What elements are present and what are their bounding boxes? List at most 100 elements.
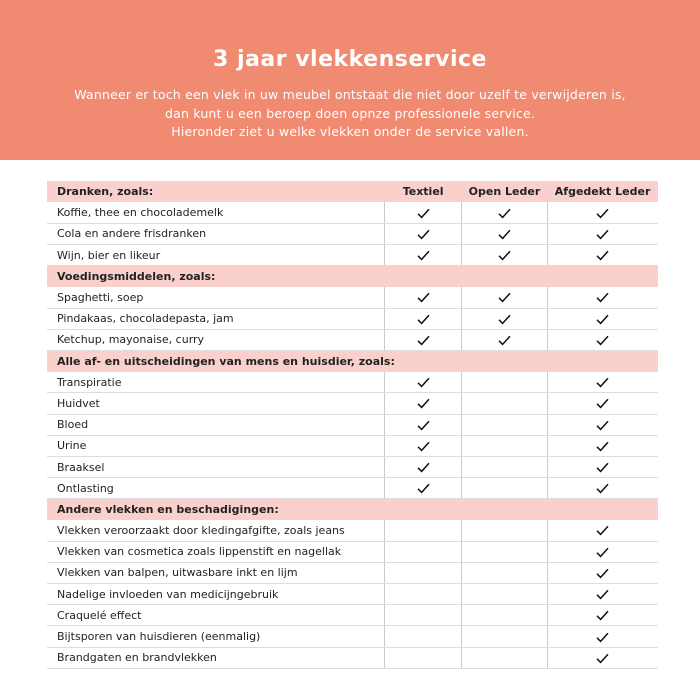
check-cell	[384, 562, 462, 585]
check-cell	[384, 604, 462, 627]
table-row: Bijtsporen van huisdieren (eenmalig)	[47, 625, 658, 648]
checkmark-icon	[596, 292, 609, 303]
row-label: Cola en andere frisdranken	[47, 223, 385, 246]
check-cell	[461, 286, 548, 309]
checkmark-icon	[417, 399, 430, 409]
table-row: Huidvet	[47, 392, 658, 415]
section-title: Alle af- en uitscheidingen van mens en h…	[47, 350, 658, 372]
checkmark-icon	[596, 399, 609, 409]
section-title: Andere vlekken en beschadigingen:	[47, 498, 658, 520]
check-cell	[384, 202, 462, 224]
check-cell	[384, 520, 462, 542]
check-cell	[384, 244, 462, 267]
column-header: Afgedekt Leder	[547, 181, 658, 203]
table-row: Cola en andere frisdranken	[47, 223, 658, 246]
check-cell	[546, 477, 658, 500]
check-cell	[384, 625, 462, 648]
check-cell	[384, 392, 462, 415]
section-row: Voedingsmiddelen, zoals:	[47, 265, 658, 287]
check-cell	[384, 477, 462, 500]
row-label: Huidvet	[47, 392, 385, 415]
check-cell	[546, 414, 658, 436]
checkmark-icon	[596, 526, 609, 536]
table-row: Urine	[47, 435, 658, 457]
checkmark-icon	[417, 462, 430, 473]
table-row: Nadelige invloeden van medicijngebruik	[47, 583, 658, 606]
check-cell	[546, 541, 658, 563]
row-label: Vlekken van cosmetica zoals lippenstift …	[47, 541, 385, 563]
check-cell	[461, 604, 548, 627]
section-title: Voedingsmiddelen, zoals:	[47, 265, 658, 287]
checkmark-icon	[596, 632, 609, 643]
checkmark-icon	[596, 462, 609, 473]
checkmark-icon	[498, 229, 511, 240]
row-label: Pindakaas, chocoladepasta, jam	[47, 308, 385, 330]
checkmark-icon	[596, 483, 609, 494]
row-label: Vlekken van balpen, uitwasbare inkt en l…	[47, 562, 385, 585]
stain-service-table: Dranken, zoals: Textiel Open Leder Afgedekt…	[47, 181, 658, 669]
checkmark-icon	[596, 420, 609, 431]
row-label: Wijn, bier en likeur	[47, 244, 385, 267]
checkmark-icon	[417, 229, 430, 240]
check-cell	[546, 456, 658, 479]
checkmark-icon	[417, 250, 430, 261]
check-cell	[384, 435, 462, 457]
intro-line: Wanneer er toch een vlek in uw meubel on…	[74, 87, 626, 102]
check-cell	[461, 414, 548, 436]
check-cell	[546, 562, 658, 585]
checkmark-icon	[596, 208, 609, 219]
check-cell	[546, 371, 658, 394]
table-row: Transpiratie	[47, 371, 658, 394]
checkmark-icon	[596, 547, 609, 558]
check-cell	[461, 244, 548, 267]
check-cell	[546, 223, 658, 246]
check-cell	[461, 435, 548, 457]
check-cell	[461, 541, 548, 563]
check-cell	[546, 625, 658, 648]
check-cell	[461, 477, 548, 500]
check-cell	[384, 308, 462, 330]
check-cell	[461, 520, 548, 542]
check-cell	[461, 625, 548, 648]
check-cell	[546, 604, 658, 627]
check-cell	[546, 583, 658, 606]
checkmark-icon	[596, 611, 609, 621]
checkmark-icon	[596, 314, 609, 325]
checkmark-icon	[498, 335, 511, 346]
checkmark-icon	[498, 250, 511, 261]
page-title: 3 jaar vlekkenservice	[213, 47, 487, 72]
table-row: Braaksel	[47, 456, 658, 479]
row-label: Craquelé effect	[47, 604, 385, 627]
check-cell	[461, 562, 548, 585]
intro-line: Hieronder ziet u welke vlekken onder de …	[171, 124, 529, 139]
checkmark-icon	[417, 314, 430, 325]
section-row: Andere vlekken en beschadigingen:	[47, 498, 658, 520]
checkmark-icon	[417, 420, 430, 431]
check-cell	[546, 435, 658, 457]
checkmark-icon	[417, 483, 430, 494]
table-row: Pindakaas, chocoladepasta, jam	[47, 308, 658, 330]
row-label: Braaksel	[47, 456, 385, 479]
row-label: Urine	[47, 435, 385, 457]
checkmark-icon	[498, 208, 511, 219]
check-cell	[384, 223, 462, 246]
check-cell	[461, 456, 548, 479]
check-cell	[546, 286, 658, 309]
check-cell	[384, 414, 462, 436]
checkmark-icon	[596, 335, 609, 346]
column-header: Open Leder	[461, 181, 548, 203]
row-label: Vlekken veroorzaakt door kledingafgifte,…	[47, 520, 385, 542]
row-label: Nadelige invloeden van medicijngebruik	[47, 583, 385, 606]
check-cell	[384, 456, 462, 479]
table-row: Bloed	[47, 414, 658, 436]
row-label: Ketchup, mayonaise, curry	[47, 329, 385, 352]
table-row: Craquelé effect	[47, 604, 658, 627]
check-cell	[461, 202, 548, 224]
check-cell	[546, 244, 658, 267]
row-label: Spaghetti, soep	[47, 286, 385, 309]
check-cell	[461, 308, 548, 330]
checkmark-icon	[498, 314, 511, 325]
section-row: Alle af- en uitscheidingen van mens en h…	[47, 350, 658, 372]
table-header-row: Dranken, zoals: Textiel Open Leder Afgedekt…	[47, 181, 658, 203]
row-label: Koffie, thee en chocolademelk	[47, 202, 385, 224]
